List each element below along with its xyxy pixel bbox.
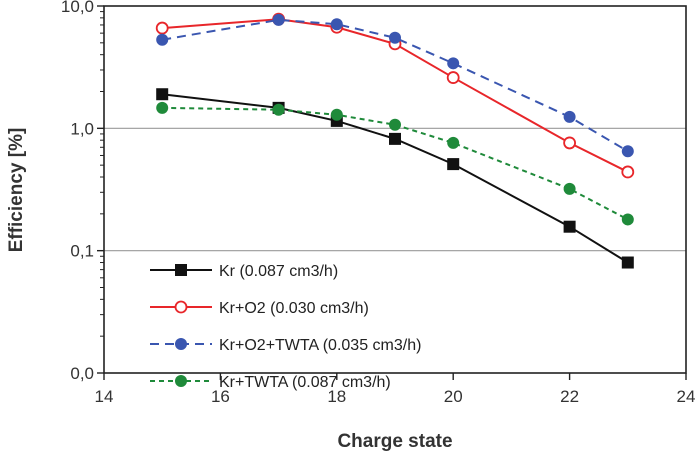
data-point [330, 108, 343, 121]
data-point [330, 18, 343, 31]
data-point [447, 158, 460, 171]
data-point [156, 33, 169, 46]
legend-label: Kr (0.087 cm3/h) [219, 263, 338, 280]
data-point [621, 145, 634, 158]
x-tick-label: 22 [560, 387, 579, 406]
data-point [563, 182, 576, 195]
data-point [447, 57, 460, 70]
data-point [272, 13, 285, 26]
x-tick-label: 14 [95, 387, 114, 406]
y-tick-label: 10,0 [61, 0, 94, 16]
series-0 [156, 88, 634, 269]
legend-label: Kr+O2 (0.030 cm3/h) [219, 300, 369, 317]
plot-frame [103, 5, 687, 374]
legend-marker [175, 264, 187, 276]
data-point [621, 213, 634, 226]
legend-marker [174, 300, 188, 314]
y-axis-label: Efficiency [%] [6, 128, 27, 253]
data-point [156, 101, 169, 114]
data-point [155, 21, 169, 35]
data-point [389, 132, 401, 145]
data-point [389, 118, 401, 131]
legend-marker [175, 338, 187, 350]
series-2 [156, 13, 634, 158]
x-tick-label: 16 [211, 387, 230, 406]
legend-label: Kr+TWTA (0.087 cm3/h) [219, 374, 391, 391]
data-point [621, 256, 634, 269]
data-point [156, 88, 169, 101]
data-point [446, 71, 460, 84]
x-tick-label: 20 [444, 387, 463, 406]
data-point [447, 136, 460, 149]
data-point [563, 136, 576, 150]
legend-marker [175, 375, 187, 387]
x-axis-label: Charge state [337, 431, 452, 452]
legend-label: Kr+O2+TWTA (0.035 cm3/h) [219, 337, 421, 354]
data-point [563, 110, 576, 123]
y-tick-label: 0,1 [70, 242, 94, 261]
data-point [272, 103, 285, 116]
y-tick-label: 0,0 [70, 364, 94, 383]
x-tick-label: 18 [327, 387, 346, 406]
series-3 [156, 101, 634, 226]
y-tick-label: 1,0 [70, 119, 94, 138]
data-point [389, 31, 401, 44]
data-point [621, 165, 635, 179]
data-point [563, 220, 576, 233]
x-tick-label: 24 [677, 387, 696, 406]
